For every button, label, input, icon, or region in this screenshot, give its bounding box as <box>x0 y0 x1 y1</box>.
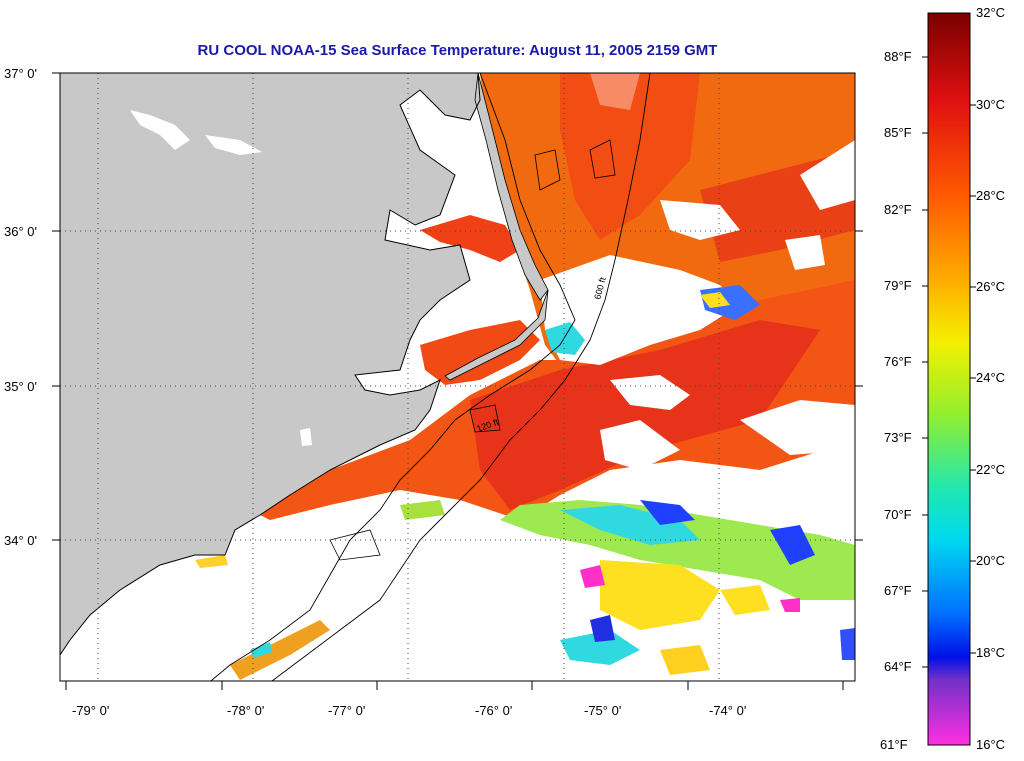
colorbar-f-85: 85°F <box>884 125 912 140</box>
colorbar-c-24: 24°C <box>976 370 1005 385</box>
lat-label-35: 35° 0' <box>4 379 37 394</box>
colorbar-c-28: 28°C <box>976 188 1005 203</box>
lon-label-76: -76° 0' <box>475 703 512 718</box>
map-frame <box>59 72 856 682</box>
lon-label-77: -77° 0' <box>328 703 365 718</box>
colorbar-f-82: 82°F <box>884 202 912 217</box>
colorbar-f-61: 61°F <box>880 737 908 752</box>
colorbar-c-30: 30°C <box>976 97 1005 112</box>
colorbar-f-88: 88°F <box>884 49 912 64</box>
lon-label-74: -74° 0' <box>709 703 746 718</box>
colorbar-c-32: 32°C <box>976 5 1005 20</box>
colorbar-ticks <box>922 56 976 668</box>
colorbar-f-67: 67°F <box>884 583 912 598</box>
colorbar-f-76: 76°F <box>884 354 912 369</box>
colorbar-f-70: 70°F <box>884 507 912 522</box>
map-ticks <box>52 72 863 690</box>
colorbar-f-79: 79°F <box>884 278 912 293</box>
colorbar-c-26: 26°C <box>976 279 1005 294</box>
map-title: RU COOL NOAA-15 Sea Surface Temperature:… <box>197 42 718 59</box>
colorbar-c-18: 18°C <box>976 645 1005 660</box>
lon-label-75: -75° 0' <box>584 703 621 718</box>
colorbar-c-16: 16°C <box>976 737 1005 752</box>
lon-label-78: -78° 0' <box>227 703 264 718</box>
lat-label-37: 37° 0' <box>4 66 37 81</box>
colorbar-c-20: 20°C <box>976 553 1005 568</box>
lon-label-79: -79° 0' <box>72 703 109 718</box>
colorbar-f-64: 64°F <box>884 659 912 674</box>
lat-label-36: 36° 0' <box>4 224 37 239</box>
colorbar-c-22: 22°C <box>976 462 1005 477</box>
colorbar-f-73: 73°F <box>884 430 912 445</box>
colorbar <box>927 12 971 746</box>
sst-field <box>60 73 855 681</box>
lat-label-34: 34° 0' <box>4 533 37 548</box>
